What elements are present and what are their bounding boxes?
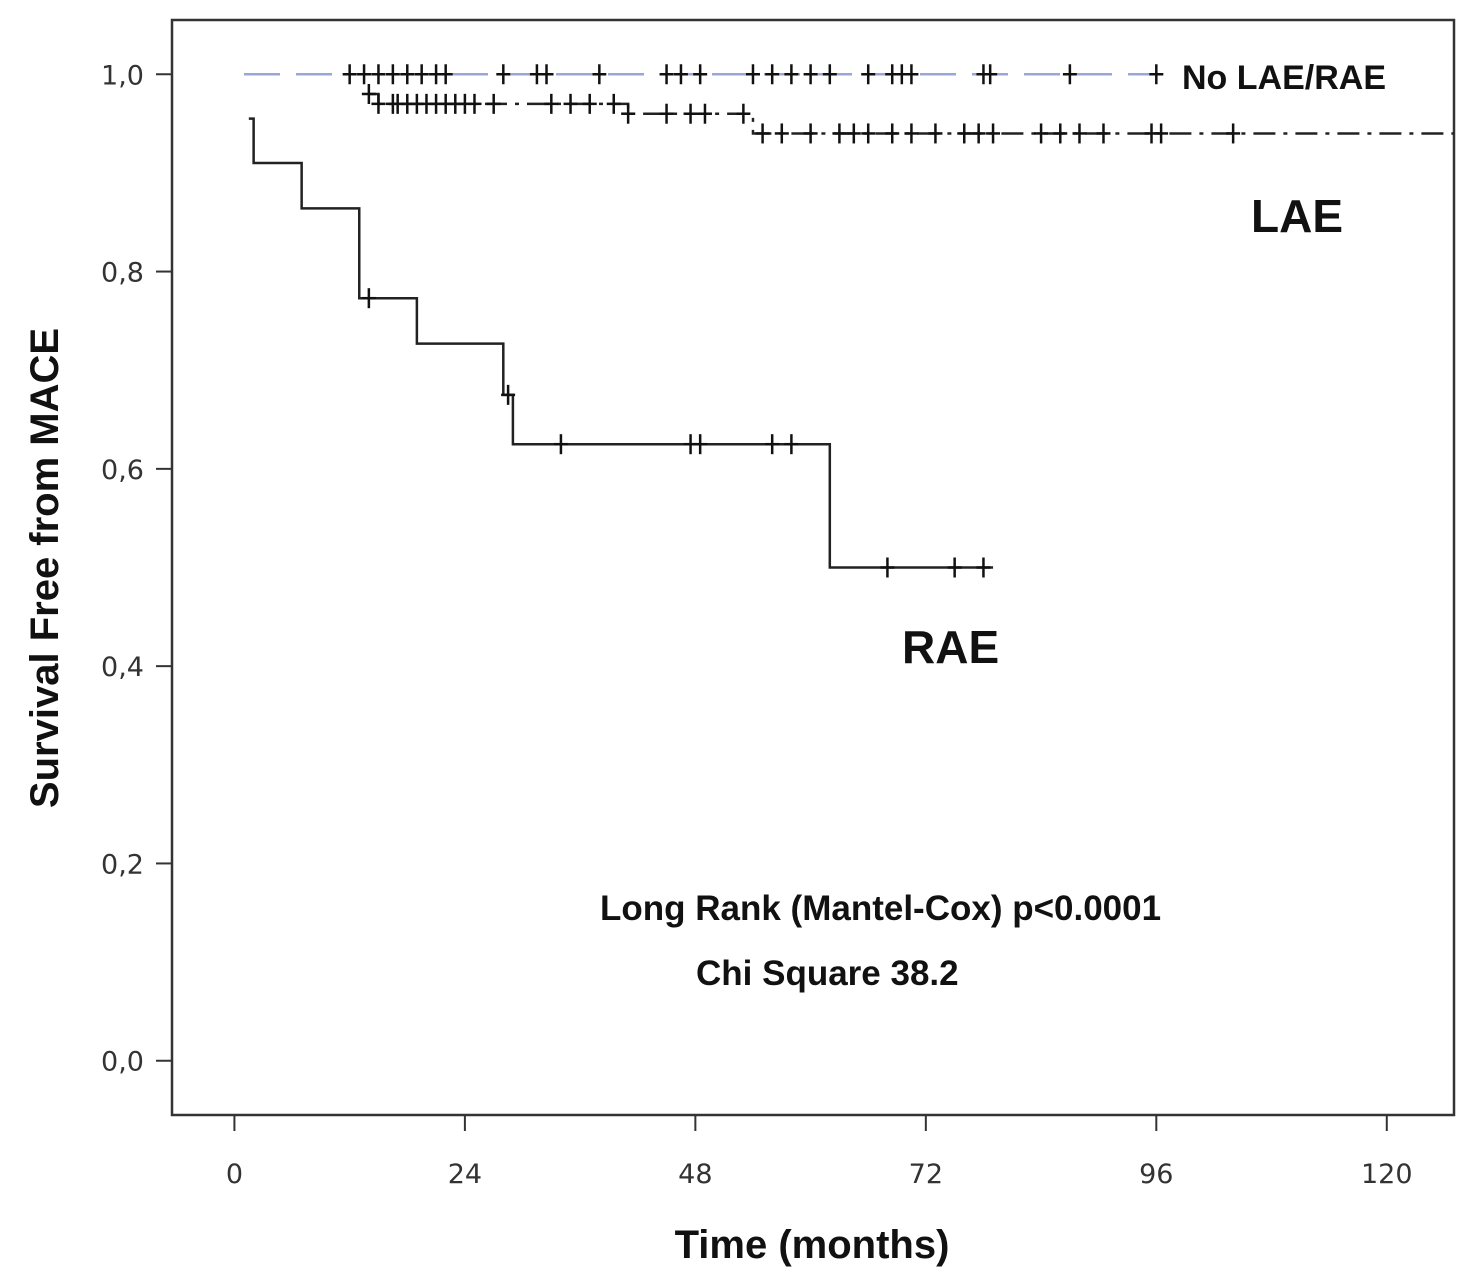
censor-mark <box>861 64 876 85</box>
censor-mark <box>774 123 789 144</box>
censor-mark <box>592 64 607 85</box>
censor-mark <box>1096 123 1111 144</box>
censor-marks <box>342 64 1241 578</box>
censor-mark <box>342 64 357 85</box>
censor-mark <box>957 123 972 144</box>
x-axis-title: Time (months) <box>675 1223 950 1267</box>
x-tick-label: 72 <box>909 1159 943 1190</box>
x-tick-label: 24 <box>448 1159 482 1190</box>
censor-mark <box>606 93 621 114</box>
censor-mark <box>539 64 554 85</box>
censor-mark <box>1034 123 1049 144</box>
censor-mark <box>736 103 751 124</box>
censor-mark <box>832 123 847 144</box>
censor-mark <box>673 64 688 85</box>
censor-mark <box>1072 123 1087 144</box>
censor-mark <box>822 64 837 85</box>
annotation-log-rank: Long Rank (Mantel-Cox) p<0.0001 <box>600 889 1161 928</box>
censor-mark <box>544 93 559 114</box>
censor-mark <box>1226 123 1241 144</box>
censor-mark <box>861 123 876 144</box>
censor-mark <box>745 64 760 85</box>
censor-mark <box>693 434 708 455</box>
censor-mark <box>659 64 674 85</box>
censor-mark <box>496 64 511 85</box>
censor-mark <box>371 64 386 85</box>
censor-mark <box>683 103 698 124</box>
y-tick-label: 0,8 <box>101 258 144 289</box>
series-line-rae <box>248 117 994 569</box>
censor-mark <box>582 93 597 114</box>
censor-mark <box>1149 64 1164 85</box>
censor-mark <box>784 434 799 455</box>
censor-mark <box>357 64 372 85</box>
censor-mark <box>971 123 986 144</box>
censor-mark <box>486 93 501 114</box>
censor-mark <box>983 64 998 85</box>
y-tick-label: 0,2 <box>101 849 144 880</box>
censor-mark <box>438 64 453 85</box>
censor-mark <box>880 557 895 578</box>
censor-mark <box>361 288 376 309</box>
series-label-no-lae-rae: No LAE/RAE <box>1182 59 1386 97</box>
x-tick-label: 0 <box>226 1159 243 1190</box>
x-tick-label: 48 <box>678 1159 712 1190</box>
censor-mark <box>947 557 962 578</box>
censor-mark <box>361 83 376 104</box>
censor-mark <box>803 123 818 144</box>
series-label-rae: RAE <box>902 621 999 673</box>
y-tick-label: 1,0 <box>101 60 144 91</box>
censor-mark <box>765 434 780 455</box>
plot-frame <box>170 18 1456 1117</box>
x-axis-ticks: 0 24 48 72 96 120 <box>226 1115 1413 1190</box>
y-axis-title: Survival Free from MACE <box>23 328 67 808</box>
censor-mark <box>1062 64 1077 85</box>
censor-mark <box>385 64 400 85</box>
censor-mark <box>765 64 780 85</box>
censor-mark <box>846 123 861 144</box>
censor-mark <box>371 93 386 114</box>
censor-mark <box>414 64 429 85</box>
series-lines <box>244 73 1454 569</box>
censor-mark <box>928 123 943 144</box>
censor-mark <box>784 64 799 85</box>
y-axis-ticks: 0,0 0,2 0,4 0,6 0,8 1,0 <box>101 60 172 1078</box>
series-label-lae: LAE <box>1251 190 1343 242</box>
censor-mark <box>553 434 568 455</box>
annotation-chi-square: Chi Square 38.2 <box>696 954 959 993</box>
censor-mark <box>697 103 712 124</box>
censor-mark <box>501 384 516 405</box>
censor-mark <box>693 64 708 85</box>
censor-mark <box>659 103 674 124</box>
censor-mark <box>1053 123 1068 144</box>
x-tick-label: 96 <box>1139 1159 1173 1190</box>
censor-mark <box>803 64 818 85</box>
censor-mark <box>904 64 919 85</box>
censor-mark <box>976 557 991 578</box>
censor-mark <box>1154 123 1169 144</box>
censor-mark <box>885 123 900 144</box>
y-tick-label: 0,4 <box>101 652 144 683</box>
censor-mark <box>904 123 919 144</box>
censor-mark <box>986 123 1001 144</box>
y-tick-label: 0,0 <box>101 1047 144 1078</box>
censor-mark <box>621 103 636 124</box>
censor-mark <box>563 93 578 114</box>
censor-mark <box>400 64 415 85</box>
y-tick-label: 0,6 <box>101 455 144 486</box>
censor-mark <box>755 123 770 144</box>
censor-mark <box>467 93 482 114</box>
x-tick-label: 120 <box>1361 1159 1413 1190</box>
